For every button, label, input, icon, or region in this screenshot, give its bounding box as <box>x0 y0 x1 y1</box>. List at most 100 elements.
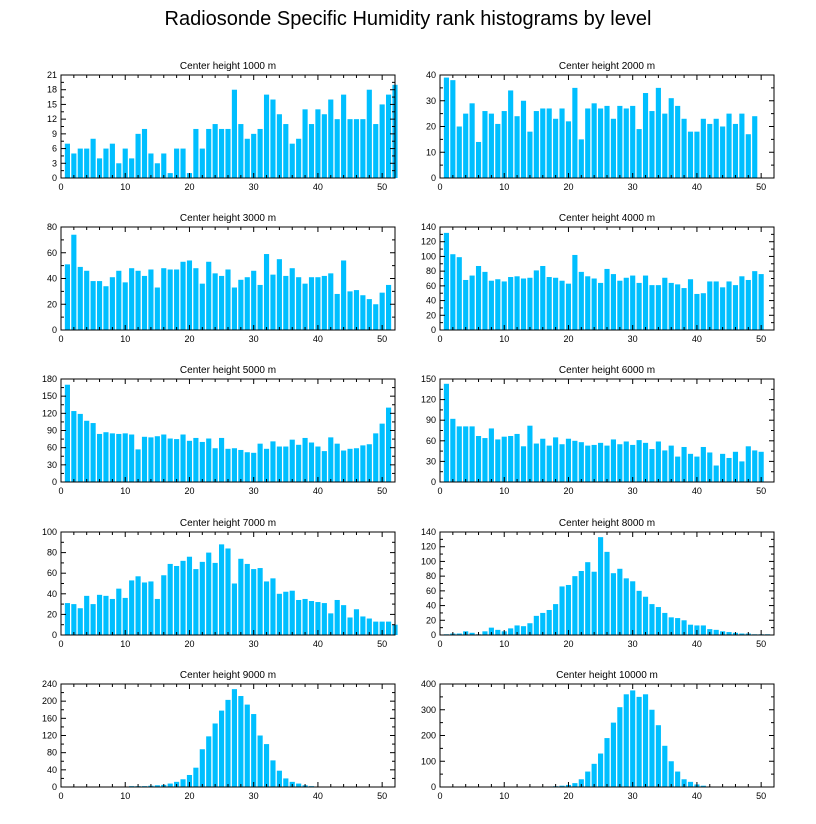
bar <box>116 433 122 482</box>
bar <box>475 265 482 330</box>
y-tick-label: 0 <box>52 782 57 792</box>
bar <box>713 281 719 330</box>
bar <box>598 753 604 787</box>
y-tick-label: 80 <box>426 571 436 581</box>
bar <box>565 283 572 330</box>
y-tick-label: 20 <box>47 609 57 619</box>
bar <box>469 275 475 330</box>
panel-title: Center height 7000 m <box>180 518 276 529</box>
x-tick-label: 0 <box>437 334 442 344</box>
bar <box>514 116 520 178</box>
bar <box>373 433 379 482</box>
bar <box>257 735 263 787</box>
bar <box>630 105 636 178</box>
bar <box>334 119 340 178</box>
bar <box>334 293 340 330</box>
bar <box>495 123 501 178</box>
bar <box>649 449 655 482</box>
y-tick-label: 60 <box>426 436 436 446</box>
x-tick-label: 20 <box>563 791 573 801</box>
bar <box>109 143 115 178</box>
bar <box>636 282 642 330</box>
bar <box>482 438 488 482</box>
bar <box>752 450 758 482</box>
bar <box>508 435 514 482</box>
x-tick-label: 10 <box>499 639 509 649</box>
bar <box>623 277 629 330</box>
bar <box>508 628 514 635</box>
bar <box>379 423 385 482</box>
bar <box>495 279 501 330</box>
bar <box>64 603 70 635</box>
bar <box>668 445 674 482</box>
bar <box>71 153 77 178</box>
bar <box>578 139 584 178</box>
bar <box>206 128 212 178</box>
bar <box>687 453 694 482</box>
bar <box>206 736 212 787</box>
bar <box>308 442 315 482</box>
bar <box>559 280 565 330</box>
y-tick-label: 9 <box>52 129 57 139</box>
bar <box>225 548 231 635</box>
bar <box>752 116 758 178</box>
bar <box>546 277 552 330</box>
bar <box>514 276 520 330</box>
bar <box>713 465 719 482</box>
bar <box>193 268 199 330</box>
bar <box>386 621 392 635</box>
y-tick-label: 60 <box>47 568 57 578</box>
bar <box>508 277 514 330</box>
bar <box>129 158 135 178</box>
bar <box>540 612 546 635</box>
bar <box>687 279 694 330</box>
bar <box>302 283 308 330</box>
x-tick-label: 10 <box>499 334 509 344</box>
y-tick-label: 80 <box>47 222 57 232</box>
bar <box>662 277 668 330</box>
panel-title: Center height 4000 m <box>559 213 655 224</box>
bar <box>591 763 597 787</box>
bar <box>141 275 148 330</box>
x-tick-label: 20 <box>184 639 194 649</box>
bar <box>559 586 565 635</box>
bar <box>482 111 488 178</box>
bar <box>219 710 225 787</box>
x-tick-label: 20 <box>184 182 194 192</box>
bar <box>456 633 462 635</box>
bar <box>103 148 109 178</box>
bar <box>585 562 591 635</box>
bar <box>373 124 379 178</box>
y-tick-label: 240 <box>42 679 57 689</box>
bar <box>193 437 199 482</box>
bar <box>199 441 205 482</box>
bar <box>463 113 469 178</box>
bar <box>540 108 546 178</box>
bar <box>572 576 578 635</box>
bar <box>302 437 308 482</box>
bar <box>450 80 456 178</box>
bar <box>251 714 257 787</box>
bar <box>167 269 173 330</box>
bar <box>276 114 282 178</box>
bar <box>598 537 604 635</box>
bar <box>199 283 205 330</box>
bar <box>231 448 237 482</box>
x-tick-label: 20 <box>563 486 573 496</box>
bar <box>553 118 559 178</box>
y-tick-label: 150 <box>421 374 436 384</box>
y-tick-label: 140 <box>421 222 436 232</box>
bar <box>219 544 225 635</box>
bar <box>732 451 739 482</box>
x-tick-label: 30 <box>628 486 638 496</box>
bar <box>456 126 462 178</box>
bar <box>501 436 507 482</box>
y-tick-label: 0 <box>52 630 57 640</box>
bar <box>289 268 295 330</box>
bar <box>289 143 295 178</box>
y-tick-label: 15 <box>47 99 57 109</box>
x-tick-label: 20 <box>184 486 194 496</box>
y-tick-label: 0 <box>431 325 436 335</box>
x-tick-label: 50 <box>756 334 766 344</box>
bar <box>720 126 726 178</box>
